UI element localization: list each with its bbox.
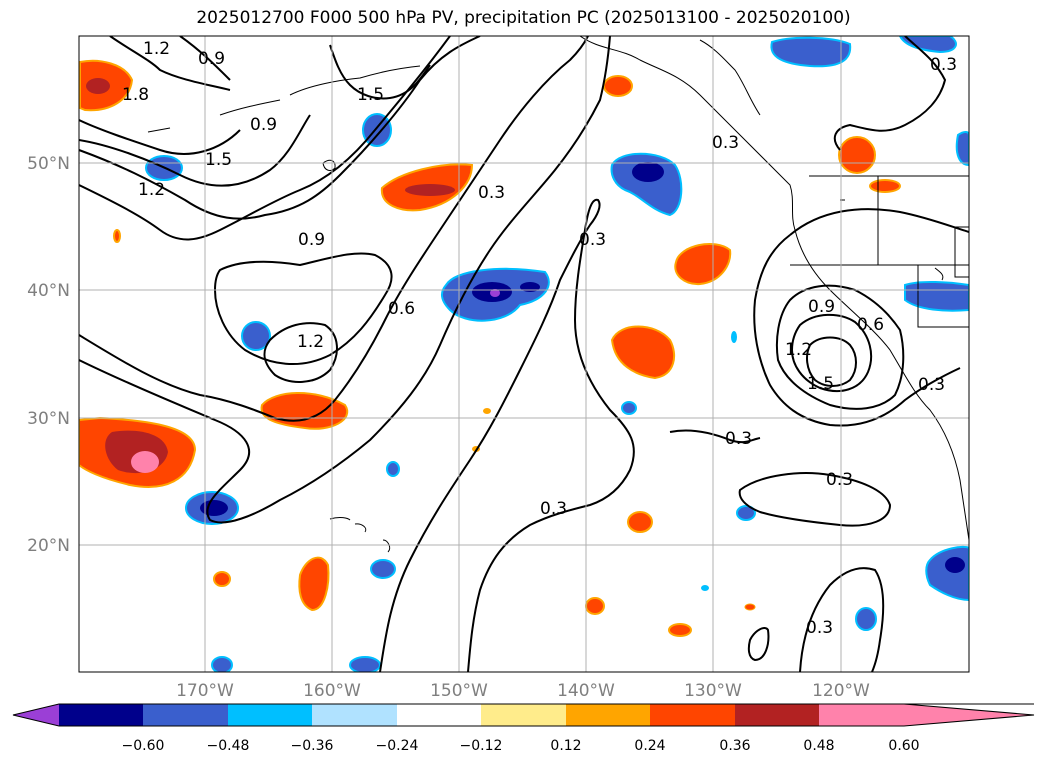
contour-label: 0.3 xyxy=(540,499,567,519)
lat-label: 40°N xyxy=(27,281,70,301)
colorbar-outline xyxy=(12,703,1035,727)
lon-label: 170°W xyxy=(176,681,234,701)
colorbar-segment xyxy=(312,704,397,726)
colorbar-segment xyxy=(397,704,481,726)
longitude-labels: 170°W 160°W 150°W 140°W 130°W 120°W xyxy=(176,681,870,701)
contour-labels: 1.2 0.9 1.5 0.9 1.8 1.5 1.2 0.9 1.2 0.6 … xyxy=(122,39,957,638)
colorbar-segment xyxy=(650,704,735,726)
map-frame xyxy=(78,35,970,673)
map-area: 1.2 0.9 1.5 0.9 1.8 1.5 1.2 0.9 1.2 0.6 … xyxy=(79,36,969,672)
contour-label: 0.3 xyxy=(826,470,853,490)
colorbar-tick-label: 0.36 xyxy=(719,738,750,754)
contour-label: 1.5 xyxy=(205,150,232,170)
colorbar-segment xyxy=(59,704,143,726)
contour-label: 1.2 xyxy=(138,180,165,200)
colorbar-segment xyxy=(819,704,904,726)
precipitation-shading xyxy=(79,36,969,672)
latitude-labels: 50°N 40°N 30°N 20°N xyxy=(27,154,70,556)
contour-label: 0.6 xyxy=(388,299,415,319)
contour-label: 0.3 xyxy=(725,429,752,449)
contour-label: 0.9 xyxy=(298,230,325,250)
colorbar-tick-label: −0.24 xyxy=(376,738,419,754)
colorbar-segment xyxy=(566,704,650,726)
contour-label: 1.2 xyxy=(143,39,170,59)
colorbar-extend-right xyxy=(904,704,1034,726)
contour-label: 0.9 xyxy=(198,49,225,69)
contour-label: 0.3 xyxy=(478,183,505,203)
contour-label: 0.3 xyxy=(806,618,833,638)
contour-label: 0.3 xyxy=(712,133,739,153)
colorbar-tick-label: 0.60 xyxy=(888,738,919,754)
contour-label: 1.5 xyxy=(357,85,384,105)
map-title: 2025012700 F000 500 hPa PV, precipitatio… xyxy=(196,8,851,28)
contour-label: 0.9 xyxy=(808,297,835,317)
contour-label: 0.9 xyxy=(250,115,277,135)
contour-label: 0.3 xyxy=(918,375,945,395)
colorbar-tick-label: 0.48 xyxy=(803,738,834,754)
contour-label: 1.2 xyxy=(297,332,324,352)
colorbar-segment xyxy=(228,704,312,726)
contour-label: 0.3 xyxy=(579,230,606,250)
colorbar-tick-label: −0.36 xyxy=(291,738,334,754)
lat-label: 30°N xyxy=(27,409,70,429)
lon-label: 140°W xyxy=(557,681,615,701)
contour-label: 0.3 xyxy=(930,55,957,75)
gridlines xyxy=(79,36,969,672)
contour-label: 1.2 xyxy=(785,340,812,360)
colorbar-tick-label: −0.60 xyxy=(122,738,165,754)
colorbar: −0.60 −0.48 −0.36 −0.24 −0.12 0.12 0.24 … xyxy=(12,703,1035,754)
colorbar-segment xyxy=(143,704,228,726)
lon-label: 130°W xyxy=(684,681,742,701)
coastlines xyxy=(147,36,969,553)
colorbar-tick-label: −0.48 xyxy=(207,738,250,754)
lon-label: 150°W xyxy=(430,681,488,701)
colorbar-tick-label: 0.24 xyxy=(634,738,665,754)
lon-label: 160°W xyxy=(303,681,361,701)
contour-label: 1.8 xyxy=(122,85,149,105)
colorbar-tick-label: 0.12 xyxy=(550,738,581,754)
colorbar-extend-left xyxy=(13,704,59,726)
lon-label: 120°W xyxy=(812,681,870,701)
lat-label: 50°N xyxy=(27,154,70,174)
lat-label: 20°N xyxy=(27,536,70,556)
contour-label: 1.5 xyxy=(807,374,834,394)
colorbar-segment xyxy=(735,704,819,726)
colorbar-tick-label: −0.12 xyxy=(460,738,503,754)
contour-label: 0.6 xyxy=(857,315,884,335)
pv-contours xyxy=(79,36,969,672)
colorbar-segment xyxy=(481,704,566,726)
